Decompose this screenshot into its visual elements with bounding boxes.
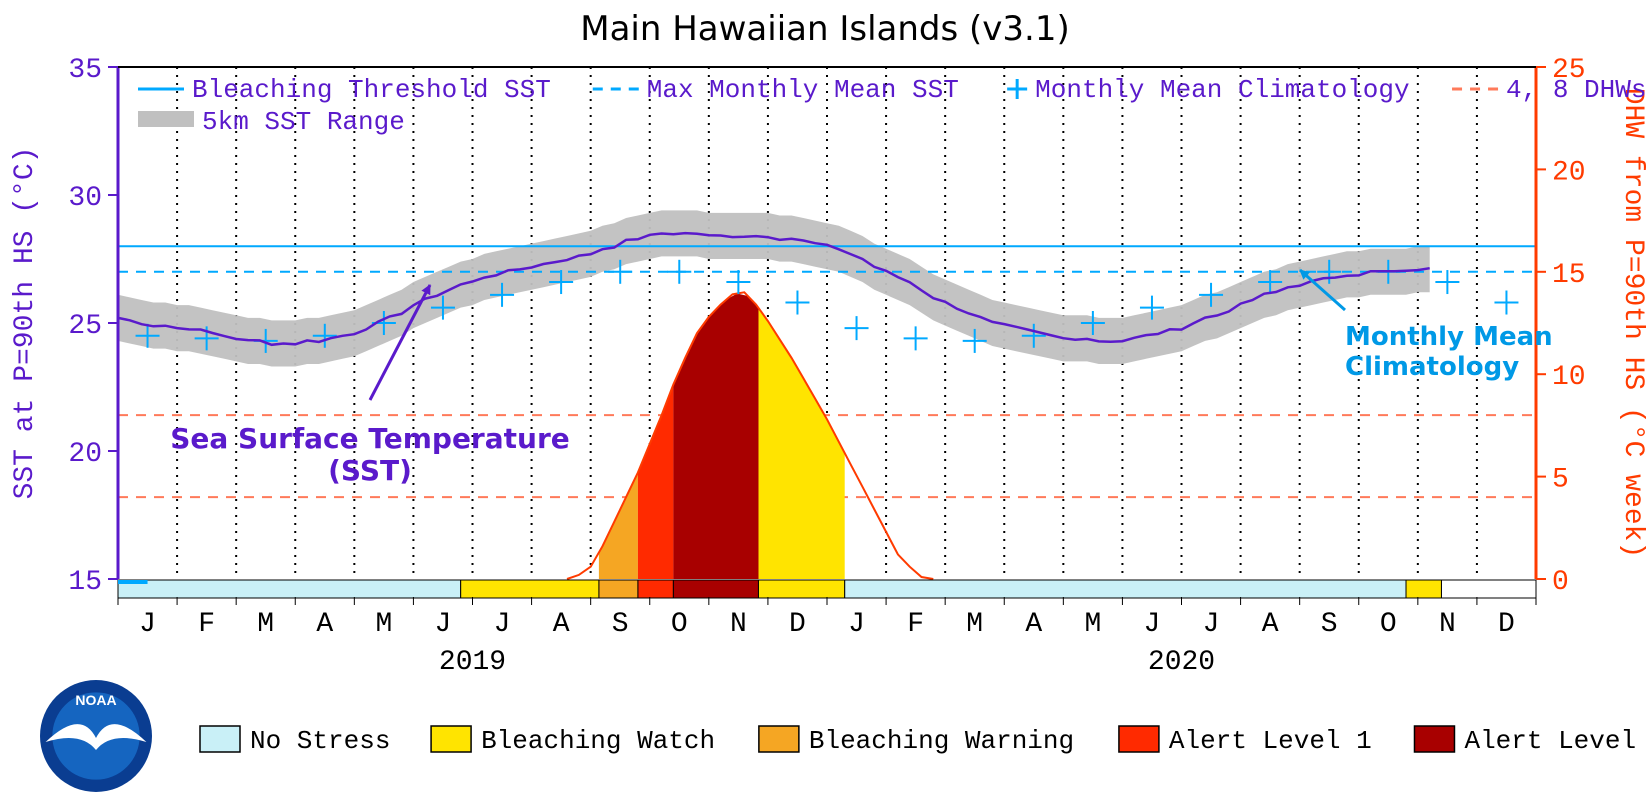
y-right-tick-label: 20 [1552, 157, 1586, 188]
legend-swatch [759, 726, 799, 752]
x-month-label: F [198, 609, 215, 640]
status-bar-segment [673, 580, 758, 598]
status-bar-sst-marker [118, 580, 148, 584]
y-left-tick-label: 30 [68, 183, 102, 214]
legend-label: No Stress [250, 726, 390, 756]
status-bar-segment [758, 580, 844, 598]
x-month-label: N [1439, 609, 1456, 640]
status-bar-segment [461, 580, 599, 598]
x-month-label: D [789, 609, 806, 640]
x-month-label: J [139, 609, 156, 640]
x-month-label: S [1321, 609, 1338, 640]
x-month-label: O [1380, 609, 1397, 640]
legend-label: 5km SST Range [202, 107, 405, 137]
legend-label: Alert Level 2 [1464, 726, 1650, 756]
legend-swatch [1119, 726, 1159, 752]
x-month-label: O [671, 609, 688, 640]
noaa-logo-text: NOAA [75, 692, 116, 708]
legend-label: Bleaching Threshold SST [192, 75, 551, 105]
status-bar-segment [1406, 580, 1441, 598]
x-month-label: M [257, 609, 274, 640]
clim-annotation-text: Climatology [1345, 352, 1519, 382]
sst-dhw-chart: Main Hawaiian Islands (v3.1)1520253035SS… [0, 0, 1650, 796]
legend-label: Bleaching Warning [809, 726, 1074, 756]
x-month-label: A [1025, 609, 1042, 640]
y-left-tick-label: 20 [68, 439, 102, 470]
y-right-tick-label: 15 [1552, 260, 1586, 291]
legend-label: Monthly Mean Climatology [1035, 75, 1409, 105]
x-month-label: S [612, 609, 629, 640]
status-bar-segment [845, 580, 1406, 598]
legend-label: Alert Level 1 [1169, 726, 1372, 756]
x-month-label: N [730, 609, 747, 640]
x-month-label: A [553, 609, 570, 640]
sst-annotation-text: (SST) [328, 454, 412, 487]
status-bar-segment [599, 580, 638, 598]
chart-title: Main Hawaiian Islands (v3.1) [580, 9, 1070, 49]
x-month-label: J [1144, 609, 1161, 640]
status-bar-segment [1441, 580, 1536, 598]
legend-swatch [200, 726, 240, 752]
x-year-label: 2019 [439, 647, 506, 678]
y-left-tick-label: 25 [68, 311, 102, 342]
y-right-tick-label: 0 [1552, 567, 1569, 598]
legend-label: Bleaching Watch [481, 726, 715, 756]
x-month-label: M [1084, 609, 1101, 640]
status-bar-segment [118, 580, 461, 598]
legend-label: 4, 8 DHWs [1506, 75, 1646, 105]
x-month-label: J [848, 609, 865, 640]
legend-band-icon [138, 111, 194, 127]
x-month-label: J [494, 609, 511, 640]
legend-swatch [431, 726, 471, 752]
y-right-label: DHW from P=90th HS (°C week) [1617, 88, 1648, 558]
y-left-label: SST at P=90th HS (°C) [10, 147, 41, 500]
x-year-label: 2020 [1148, 647, 1215, 678]
x-month-label: A [1262, 609, 1279, 640]
y-left-tick-label: 35 [68, 55, 102, 86]
clim-annotation-text: Monthly Mean [1345, 322, 1553, 352]
x-month-label: D [1498, 609, 1515, 640]
status-bar-segment [638, 580, 673, 598]
y-left-tick-label: 15 [68, 567, 102, 598]
legend-label: Max Monthly Mean SST [647, 75, 959, 105]
legend-swatch [1414, 726, 1454, 752]
x-month-label: F [907, 609, 924, 640]
y-right-tick-label: 10 [1552, 362, 1586, 393]
x-month-label: A [316, 609, 333, 640]
x-month-label: M [375, 609, 392, 640]
sst-annotation-text: Sea Surface Temperature [170, 422, 570, 455]
chart-root: { "meta": { "title": "Main Hawaiian Isla… [0, 0, 1650, 796]
x-month-label: J [1203, 609, 1220, 640]
y-right-tick-label: 5 [1552, 465, 1569, 496]
x-month-label: M [966, 609, 983, 640]
x-month-label: J [435, 609, 452, 640]
